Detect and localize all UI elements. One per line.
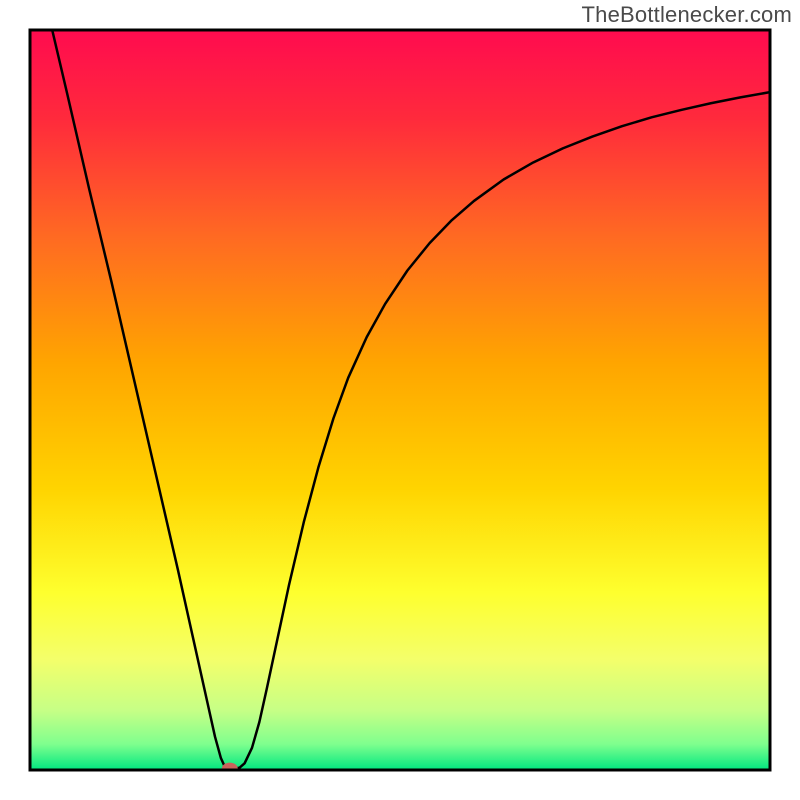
chart-canvas	[0, 0, 800, 800]
plot-background	[30, 30, 770, 770]
bottleneck-chart: TheBottlenecker.com	[0, 0, 800, 800]
